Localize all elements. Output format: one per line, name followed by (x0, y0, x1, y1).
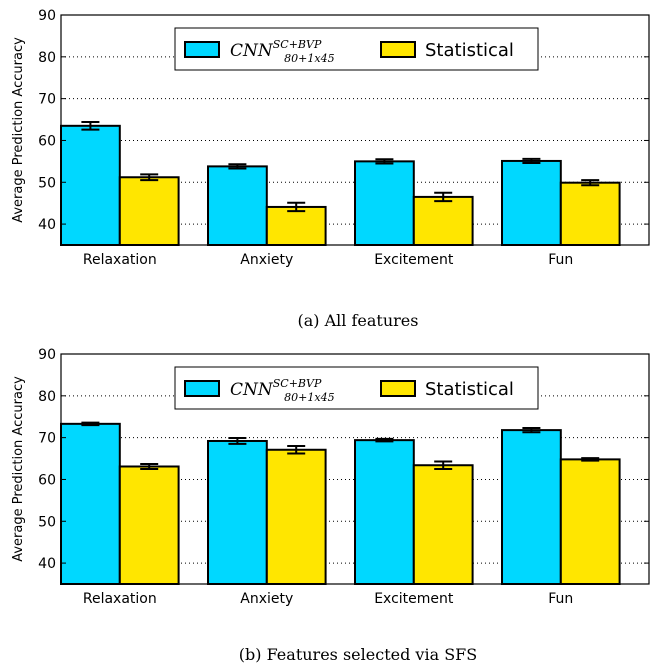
legend-swatch-cnn (184, 380, 220, 397)
y-tick-label: 50 (38, 175, 56, 191)
y-tick-label: 40 (38, 217, 56, 233)
y-tick-label: 60 (38, 472, 56, 488)
bar-cnn-excitement (354, 160, 415, 246)
error-bar (581, 457, 600, 462)
caption-features-sfs: (b) Features selected via SFS (239, 645, 477, 664)
legend-box (174, 366, 539, 410)
legend-label-statistical: Statistical (425, 379, 514, 400)
y-tick-label: 80 (38, 50, 56, 66)
y-tick-label: 40 (38, 556, 56, 572)
bar-statistical-anxiety (265, 448, 327, 585)
error-bar (140, 173, 159, 182)
bar-statistical-anxiety (265, 205, 327, 246)
y-tick-label: 50 (38, 514, 56, 530)
legend-box (174, 27, 539, 71)
bar-cnn-fun (501, 429, 562, 586)
error-bar (228, 437, 247, 445)
bar-statistical-relaxation (118, 176, 180, 246)
chart-features-selected-sfs: 40 50 60 70 80 90 Relaxation Anxiety Excitement F… (11, 347, 650, 607)
bar-cnn-anxiety (207, 439, 268, 585)
caption-all-features: (a) All features (298, 311, 419, 330)
error-bar (375, 158, 394, 165)
error-bar (522, 427, 541, 434)
bar-statistical-excitement (412, 195, 474, 246)
bar-statistical-excitement (412, 464, 474, 585)
x-tick-label: Fun (548, 591, 573, 607)
y-tick-label: 80 (38, 389, 56, 405)
error-bar (287, 445, 306, 455)
legend: CNNSC+BVP 80+1x45 Statistical (174, 27, 539, 71)
bar-statistical-relaxation (118, 465, 180, 585)
bar-cnn-excitement (354, 439, 415, 585)
y-tick-label: 70 (38, 431, 56, 447)
bar-cnn-anxiety (207, 165, 268, 246)
legend-swatch-statistical (380, 41, 416, 58)
bar-cnn-fun (501, 159, 562, 246)
legend-label-statistical: Statistical (425, 40, 514, 61)
error-bar (581, 179, 600, 187)
x-tick-label: Excitement (374, 252, 454, 268)
error-bar (434, 460, 453, 470)
bar-statistical-fun (559, 181, 621, 246)
y-tick-label: 90 (38, 8, 56, 24)
y-axis-label: Average Prediction Accuracy (11, 37, 26, 223)
y-tick-label: 60 (38, 133, 56, 149)
x-tick-label: Fun (548, 252, 573, 268)
error-bar (434, 191, 453, 203)
legend-label-cnn: CNNSC+BVP 80+1x45 (230, 38, 335, 65)
legend: CNNSC+BVP 80+1x45 Statistical (174, 366, 539, 410)
y-tick-label: 70 (38, 92, 56, 108)
x-tick-label: Relaxation (83, 591, 157, 607)
error-bar (287, 201, 306, 213)
error-bar (81, 421, 100, 427)
bar-cnn-relaxation (60, 422, 121, 585)
legend-swatch-cnn (184, 41, 220, 58)
bar-statistical-fun (559, 458, 621, 585)
x-tick-label: Excitement (374, 591, 454, 607)
error-bar (140, 462, 159, 470)
legend-label-cnn: CNNSC+BVP 80+1x45 (230, 377, 335, 404)
legend-swatch-statistical (380, 380, 416, 397)
error-bar (81, 121, 100, 131)
plot-frame (60, 14, 650, 246)
error-bar (375, 437, 394, 443)
error-bar (522, 157, 541, 165)
y-axis-label: Average Prediction Accuracy (11, 376, 26, 562)
x-tick-label: Relaxation (83, 252, 157, 268)
x-tick-label: Anxiety (240, 252, 293, 268)
plot-frame (60, 353, 650, 585)
y-tick-label: 90 (38, 347, 56, 363)
bar-cnn-relaxation (60, 124, 121, 246)
chart-all-features: 40 50 60 70 80 90 Relaxation Anxiety Excitement F… (11, 8, 650, 268)
x-tick-label: Anxiety (240, 591, 293, 607)
error-bar (228, 163, 247, 170)
